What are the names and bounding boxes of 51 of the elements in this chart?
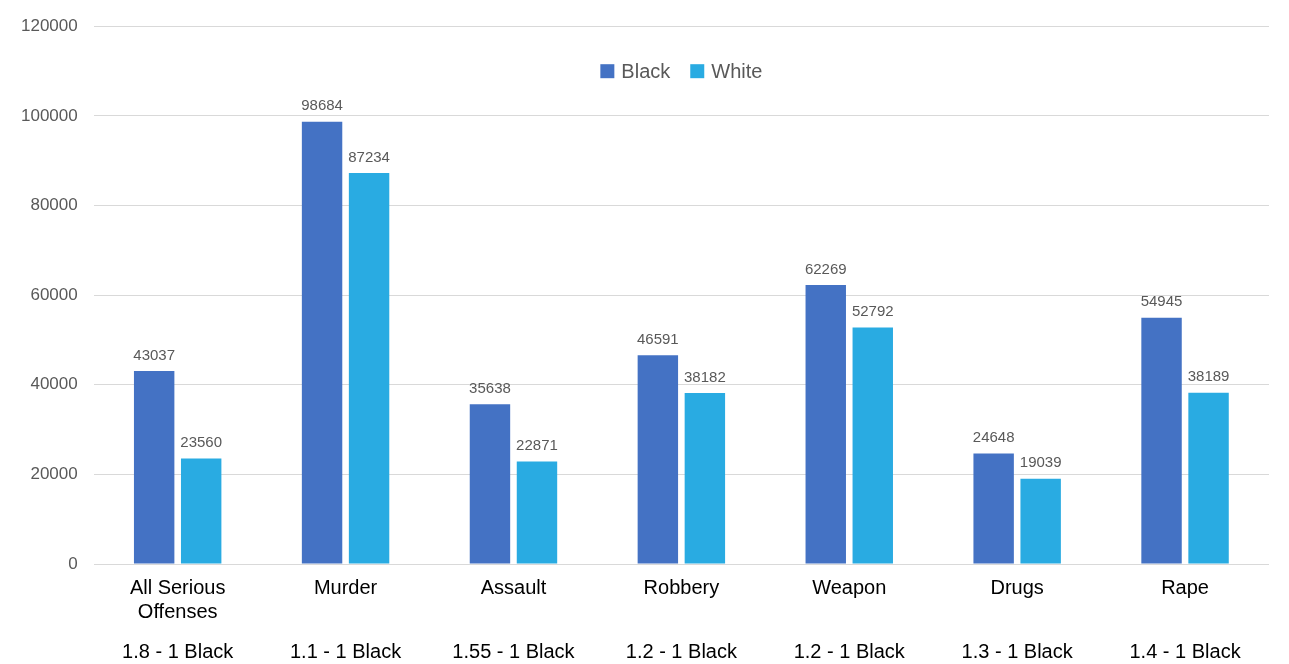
data-label: 98684 xyxy=(301,96,343,114)
x-tick-label: Murder xyxy=(313,575,378,598)
data-label: 87234 xyxy=(348,147,390,165)
text: 1.55 - 1 Black xyxy=(452,639,576,662)
text: 1.8 - 1 Black xyxy=(122,639,235,662)
y-tick-label: 40000 xyxy=(30,374,78,394)
bar xyxy=(805,284,846,564)
bar xyxy=(180,458,222,564)
text: 1.2 - 1 Black xyxy=(793,639,906,662)
data-label: 19039 xyxy=(1019,453,1062,471)
bar xyxy=(1141,317,1182,564)
data-label: 62269 xyxy=(804,259,847,277)
x-tick-label: All Serious Offenses xyxy=(129,575,226,622)
x-tick-label: Robbery xyxy=(643,575,720,598)
data-label: 38182 xyxy=(684,367,726,385)
text: 1.2 - 1 Black xyxy=(625,639,738,662)
bar xyxy=(469,404,511,564)
text: 1.4 - 1 Black xyxy=(1129,639,1242,662)
text: 1.1 - 1 Black xyxy=(289,639,403,662)
data-label: 46591 xyxy=(637,329,679,347)
x-tick-label: Drugs xyxy=(990,575,1044,598)
bar xyxy=(348,173,390,564)
bar xyxy=(1020,478,1061,564)
bar xyxy=(973,453,1014,564)
bar xyxy=(133,371,175,564)
data-label: 22871 xyxy=(516,436,558,454)
y-tick-label: 60000 xyxy=(30,284,78,304)
data-label: 23560 xyxy=(180,433,223,451)
x-tick-label: Weapon xyxy=(812,575,887,598)
legend-label: White xyxy=(711,59,763,82)
data-label: 43037 xyxy=(133,345,176,363)
data-label: 24648 xyxy=(972,428,1015,446)
x-tick-label: Assault xyxy=(480,575,547,598)
x-tick-label: Rape xyxy=(1161,575,1209,598)
legend-label: Black xyxy=(621,59,672,82)
data-label: 35638 xyxy=(469,378,511,396)
bar xyxy=(637,355,679,564)
y-tick-label: 0 xyxy=(68,553,78,573)
text: 1.3 - 1 Black xyxy=(961,639,1074,662)
data-label: 38189 xyxy=(1187,367,1230,385)
bar xyxy=(301,121,343,564)
bar xyxy=(516,461,558,564)
bar xyxy=(1188,392,1229,564)
bar xyxy=(852,327,893,564)
y-tick-label: 20000 xyxy=(30,464,78,484)
y-tick-label: 100000 xyxy=(20,105,78,125)
y-tick-label: 80000 xyxy=(30,195,78,215)
data-label: 54945 xyxy=(1140,292,1183,310)
bar xyxy=(684,392,726,564)
data-label: 52792 xyxy=(851,302,894,320)
y-tick-label: 120000 xyxy=(20,15,78,35)
